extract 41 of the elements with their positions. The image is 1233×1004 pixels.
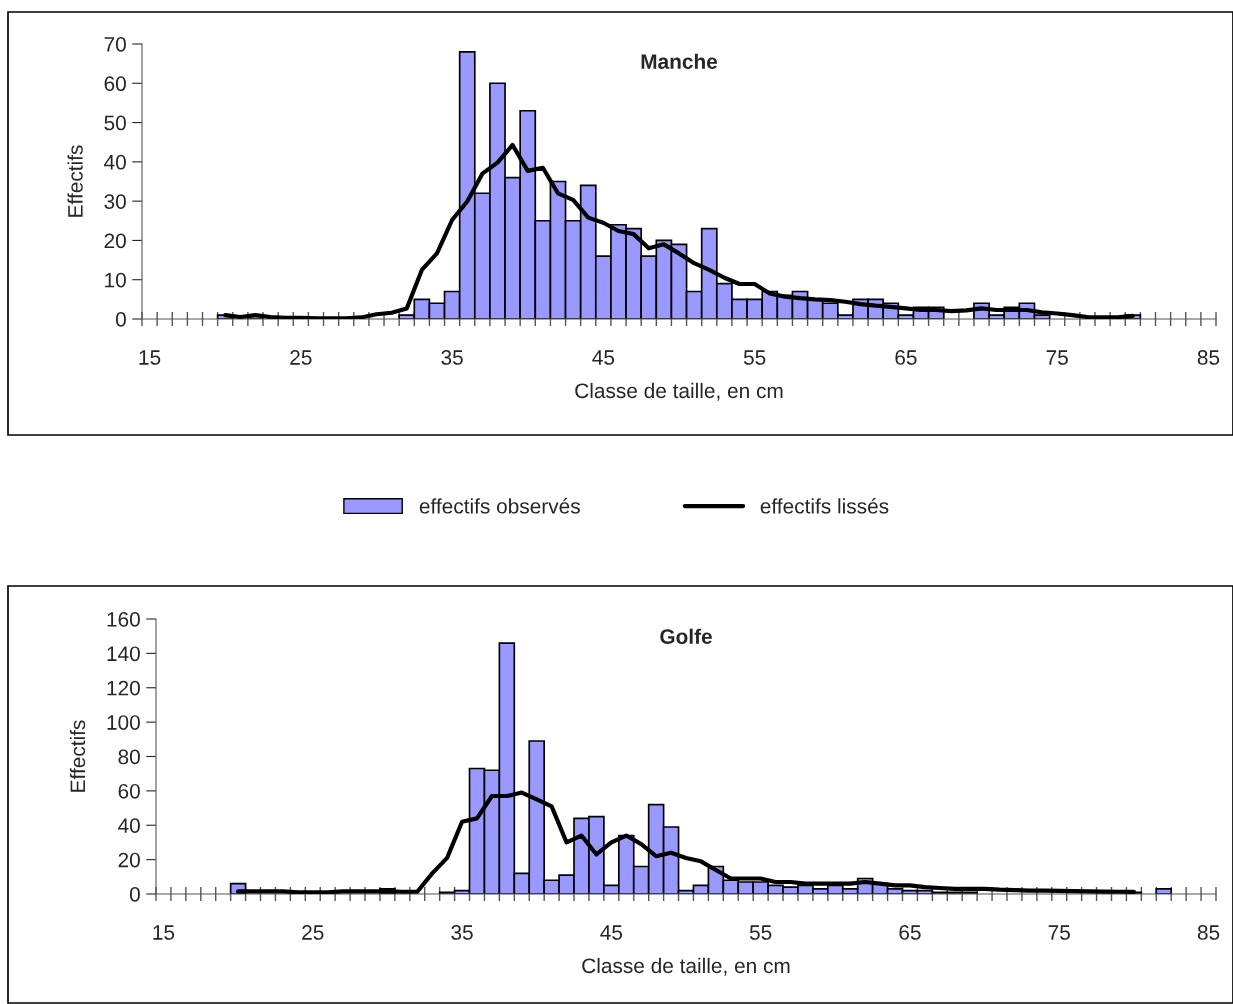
y-tick-label: 10 (105, 272, 126, 288)
x-tick-label: 85 (1197, 925, 1220, 940)
y-tick-label: 20 (104, 233, 126, 249)
x-tick-label: 55 (749, 925, 772, 940)
chart-title: Golfe (660, 628, 712, 644)
y-tick-label: 0 (115, 312, 126, 327)
y-tick-label: 120 (107, 680, 140, 696)
x-tick-label: 75 (1048, 925, 1070, 940)
x-tick-label: 85 (1197, 350, 1220, 365)
y-tick-label: 0 (129, 887, 140, 902)
y-tick-label: 40 (104, 154, 126, 170)
y-tick-label: 50 (104, 115, 126, 131)
x-tick-label: 45 (592, 350, 615, 365)
y-tick-label: 140 (107, 646, 140, 662)
y-tick-label: 30 (104, 194, 126, 209)
legend-label: effectifs lissés (760, 498, 889, 514)
y-axis-title: Effectifs (69, 720, 86, 792)
y-tick-label: 40 (118, 818, 140, 833)
x-tick-label: 65 (899, 925, 921, 940)
x-tick-label: 65 (895, 350, 917, 365)
x-tick-label: 35 (441, 350, 463, 365)
x-tick-label: 45 (600, 925, 623, 940)
x-tick-label: 15 (139, 350, 161, 365)
legend-label: effectifs observés (419, 498, 580, 514)
x-tick-label: 35 (451, 925, 473, 940)
y-tick-label: 60 (118, 783, 140, 799)
y-tick-label: 100 (107, 715, 140, 730)
y-tick-label: 20 (118, 852, 140, 868)
x-tick-label: 75 (1046, 350, 1068, 365)
x-tick-label: 25 (290, 350, 312, 365)
x-tick-label: 55 (743, 350, 766, 365)
x-axis-title: Classe de taille, en cm (575, 382, 783, 401)
x-axis-title: Classe de taille, en cm (582, 957, 790, 976)
y-tick-label: 60 (104, 76, 126, 92)
y-axis-title: Effectifs (67, 145, 83, 217)
y-tick-label: 160 (107, 612, 140, 627)
x-tick-label: 25 (302, 925, 324, 940)
y-tick-label: 80 (118, 749, 140, 765)
y-tick-label: 70 (104, 37, 126, 52)
x-tick-label: 15 (153, 925, 175, 940)
chart-title: Manche (641, 53, 718, 69)
